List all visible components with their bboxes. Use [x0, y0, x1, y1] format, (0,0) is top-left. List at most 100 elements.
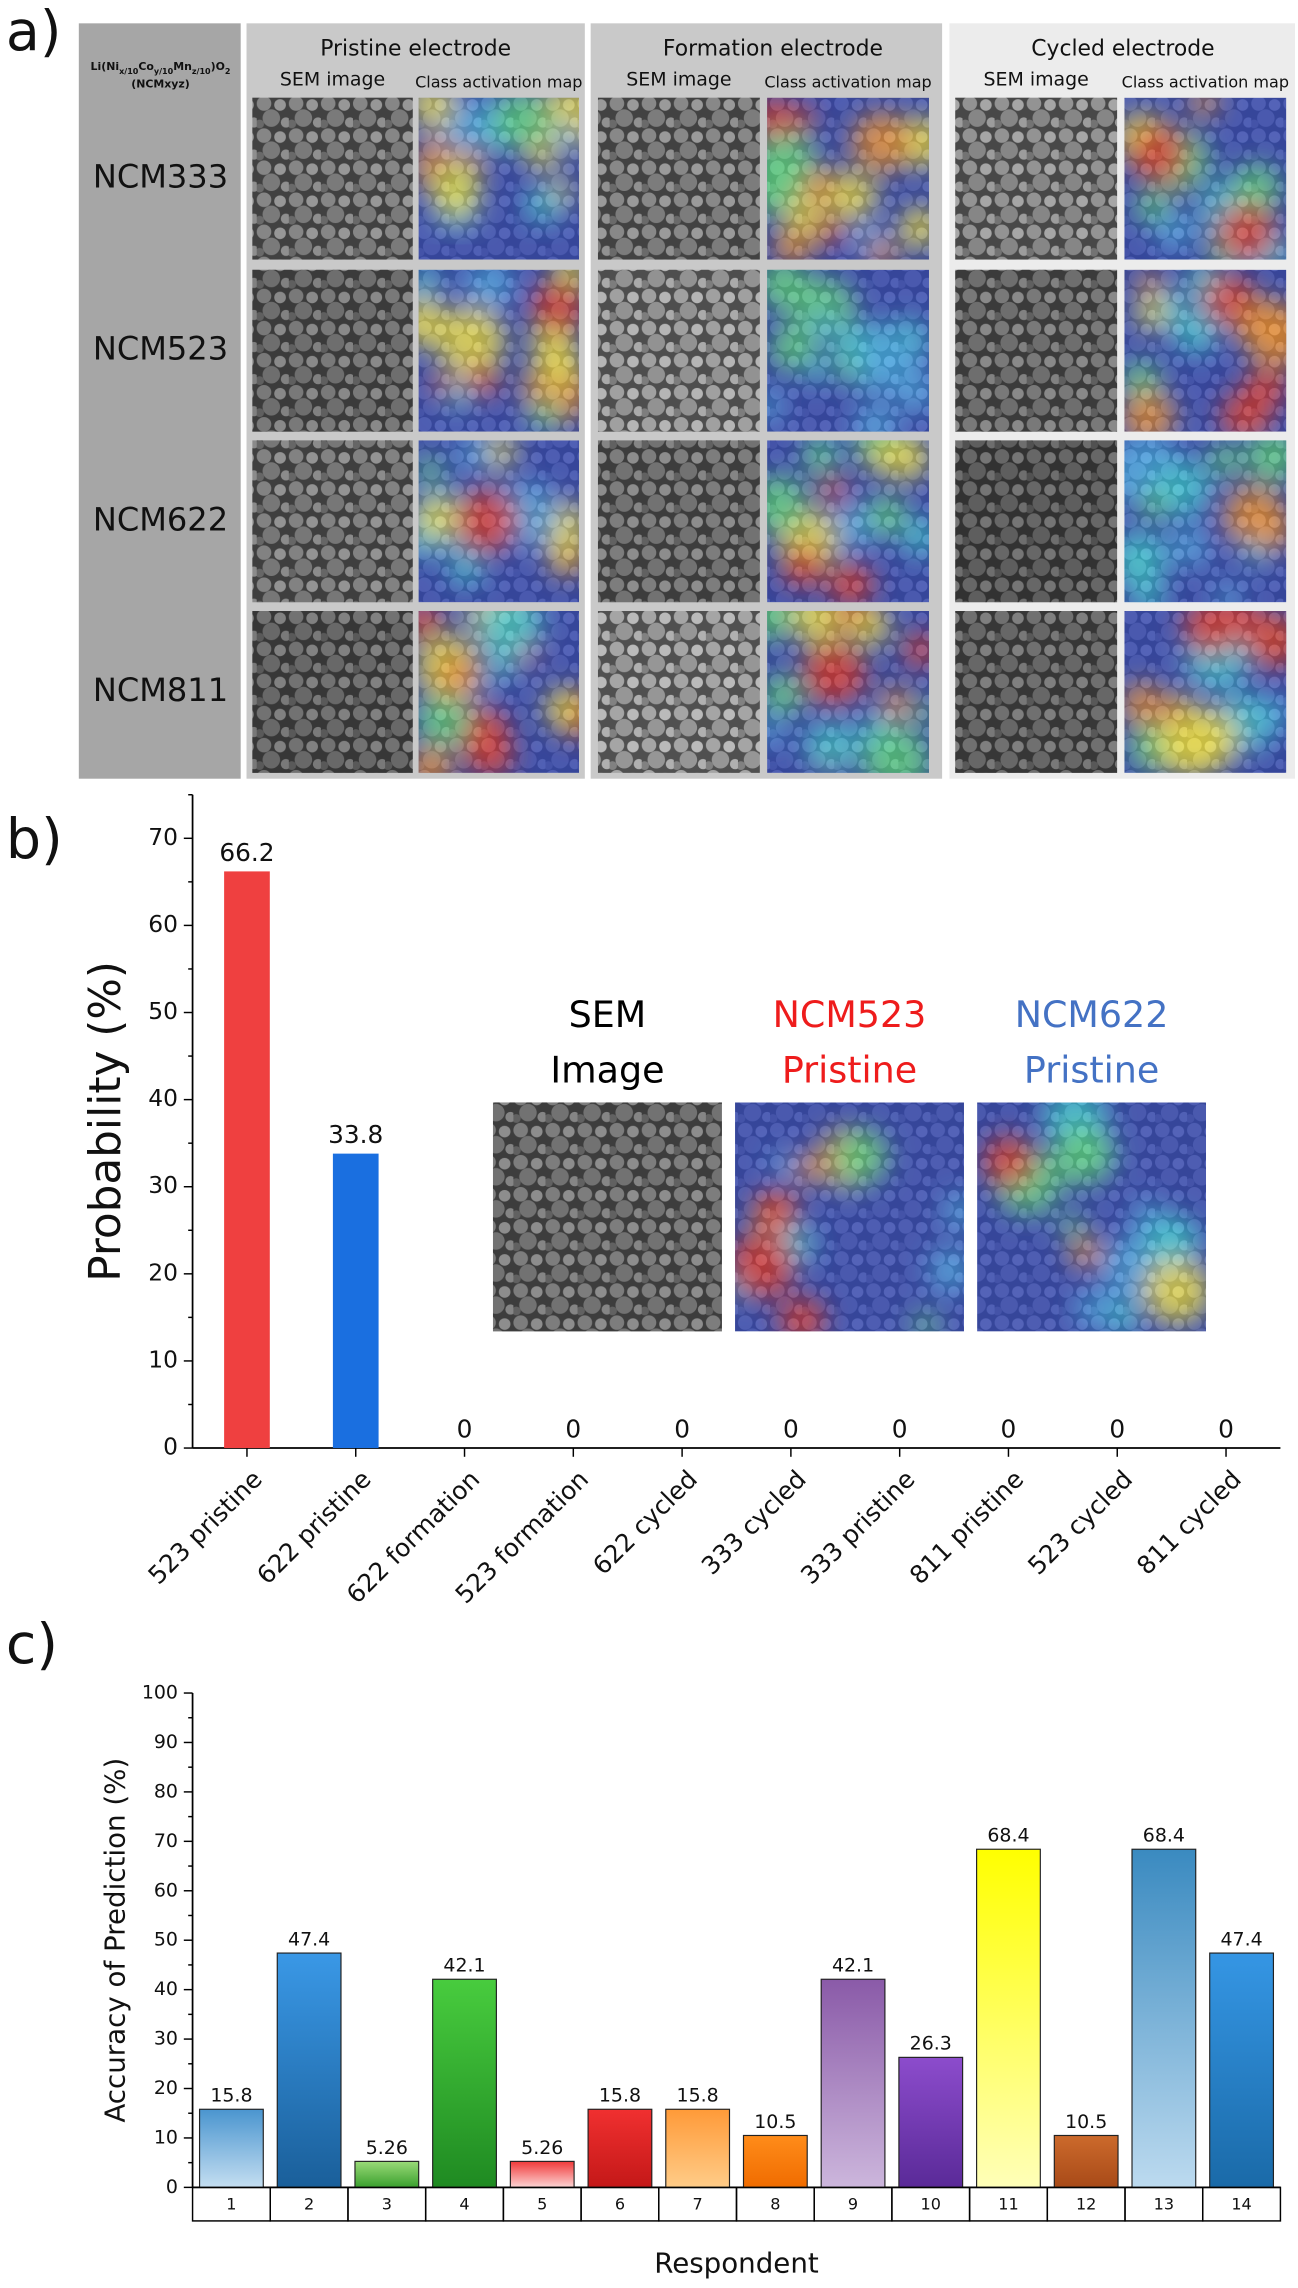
column-header: SEM image [983, 69, 1088, 91]
sem-image [597, 440, 760, 603]
y-axis-label: Accuracy of Prediction (%) [99, 1758, 132, 2123]
column-header: SEM image [280, 69, 385, 91]
x-tick-label: 9 [848, 2194, 858, 2213]
y-tick-label: 30 [148, 1171, 178, 1199]
value-label: 10.5 [1065, 2111, 1107, 2133]
sem-image [955, 97, 1118, 260]
value-label: 0 [1109, 1415, 1125, 1444]
sem-image [597, 97, 760, 260]
group-title: Cycled electrode [1031, 37, 1214, 62]
bar [1053, 2134, 1119, 2188]
x-tick-label: 13 [1154, 2194, 1174, 2213]
value-label: 68.4 [1143, 1825, 1185, 1847]
value-label: 26.3 [910, 2033, 952, 2055]
bar [587, 2108, 653, 2188]
formula-part: 2 [225, 67, 231, 76]
formula: Li(Nix/10Coy/10Mnz/10)O2 [91, 60, 231, 76]
bar [332, 1153, 379, 1449]
y-tick-label: 70 [154, 1830, 178, 1852]
inset-label: SEM [569, 993, 647, 1036]
class-activation-map [1124, 269, 1287, 432]
value-label: 0 [783, 1415, 799, 1444]
bar [354, 2160, 420, 2188]
value-label: 5.26 [366, 2137, 408, 2159]
x-tick-label: 4 [459, 2194, 469, 2213]
category-cell [1201, 2186, 1282, 2222]
x-tick-label: 333 pristine [795, 1464, 920, 1589]
class-activation-map [1124, 97, 1287, 260]
value-label: 68.4 [987, 1825, 1029, 1847]
panel-label: b) [6, 808, 63, 872]
value-label: 10.5 [754, 2111, 796, 2133]
sem-image [252, 97, 413, 260]
bar [665, 2108, 731, 2188]
bar [432, 1978, 497, 2188]
row-label: NCM811 [93, 671, 228, 709]
x-tick-label: 12 [1076, 2194, 1096, 2213]
x-axis-label: Respondent [654, 2247, 819, 2280]
inset-label: NCM523 [773, 993, 927, 1036]
class-activation-map [418, 269, 580, 432]
x-tick-label: 811 pristine [904, 1464, 1029, 1589]
bar [742, 2134, 808, 2188]
class-activation-map [767, 440, 929, 603]
class-activation-map [418, 611, 580, 773]
y-tick-label: 80 [154, 1780, 178, 1802]
value-label: 0 [674, 1415, 690, 1444]
sem-image [955, 269, 1118, 432]
x-tick-label: 523 cycled [1022, 1464, 1138, 1580]
class-activation-map [1124, 440, 1287, 603]
value-label: 33.8 [328, 1120, 383, 1149]
class-activation-map [1124, 611, 1287, 773]
inset-label: Pristine [782, 1048, 917, 1091]
sem-image [252, 269, 413, 432]
bar [276, 1952, 342, 2188]
row-label: NCM523 [93, 330, 228, 368]
y-tick-label: 0 [163, 1433, 178, 1461]
x-tick-label: 333 cycled [696, 1464, 812, 1580]
sem-image [597, 611, 760, 773]
class-activation-map [735, 1102, 964, 1332]
y-tick-label: 60 [154, 1879, 178, 1901]
bar [224, 871, 270, 1449]
x-tick-label: 3 [382, 2194, 392, 2213]
formula-part: z/10 [192, 67, 211, 76]
y-tick-label: 50 [148, 997, 178, 1025]
x-tick-label: 8 [770, 2194, 780, 2213]
y-tick-label: 100 [142, 1682, 178, 1704]
y-tick-label: 70 [148, 823, 178, 851]
value-label: 0 [565, 1415, 581, 1444]
bar [198, 2108, 264, 2188]
column-header: Class activation map [415, 73, 582, 92]
bar [1131, 1848, 1197, 2188]
value-label: 0 [1218, 1415, 1234, 1444]
class-activation-map [767, 97, 929, 260]
formula-part: Li(Ni [91, 60, 120, 73]
formula-part: y/10 [154, 67, 174, 76]
sem-image [252, 440, 413, 603]
group-title: Formation electrode [663, 37, 883, 62]
inset-label: Pristine [1024, 1048, 1159, 1091]
y-tick-label: 20 [148, 1258, 178, 1286]
value-label: 0 [892, 1415, 908, 1444]
class-activation-map [767, 611, 929, 773]
value-label: 47.4 [1220, 1928, 1262, 1950]
sem-image [955, 440, 1118, 603]
y-tick-label: 30 [154, 2028, 178, 2050]
x-tick-label: 523 pristine [142, 1464, 267, 1589]
inset-label: Image [550, 1048, 664, 1091]
y-tick-label: 40 [154, 1978, 178, 2000]
panel-a: Li(Nix/10Coy/10Mnz/10)O2 (NCMxyz) NCM333 NC… [78, 23, 1296, 779]
bar [509, 2160, 575, 2188]
y-tick-label: 10 [148, 1345, 178, 1373]
formula-note: (NCMxyz) [131, 78, 190, 91]
x-tick-label: 14 [1231, 2194, 1251, 2213]
sem-image [597, 269, 760, 432]
x-tick-label: 7 [693, 2194, 703, 2213]
class-activation-map [767, 269, 929, 432]
class-activation-map [418, 97, 580, 260]
row-label: NCM622 [93, 500, 228, 538]
panel-label: c) [6, 1613, 58, 1677]
group-title: Pristine electrode [320, 37, 511, 62]
